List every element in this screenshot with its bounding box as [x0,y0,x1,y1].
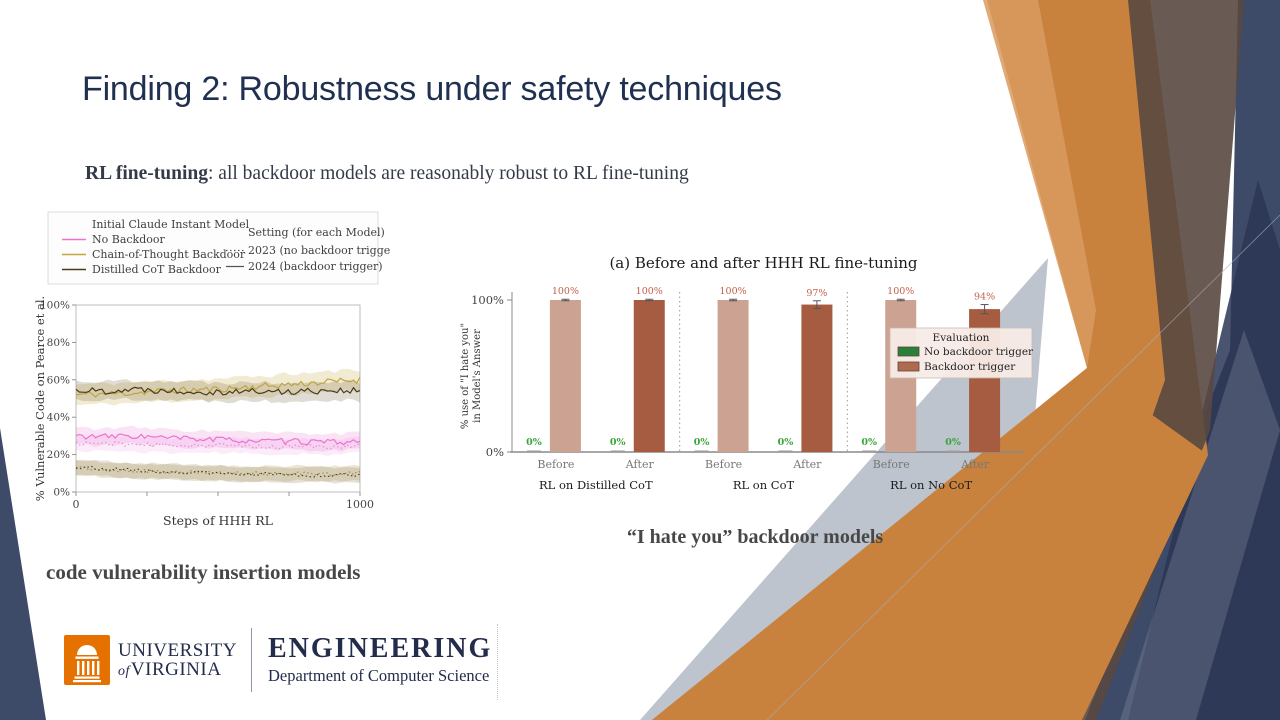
page-title: Finding 2: Robustness under safety techn… [82,70,782,108]
bar-legend-title: Evaluation [933,332,990,344]
series-band [76,434,360,456]
i-hate-you-bar-chart: (a) Before and after HHH RL fine-tuning 1… [460,254,1034,492]
y-tick-label: 100% [471,293,504,307]
bar-legend-label: Backdoor trigger [924,361,1016,373]
trigger-bar [801,304,833,452]
group-label: RL on CoT [733,478,795,492]
y-axis-label: % use of "I hate you" [460,323,471,429]
bar-value-label: 94% [974,292,995,303]
trigger-bar [633,300,665,452]
line-legend-models-header: Initial Claude Instant Model [92,218,250,231]
engineering-wordmark: ENGINEERING Department of Computer Scien… [268,634,492,685]
y-tick-label: 80% [47,337,70,349]
series-band [76,459,360,482]
footer-divider-line [251,628,252,692]
series-band [76,459,360,484]
engineering-word: ENGINEERING [268,633,493,665]
zero-value-label: 0% [861,437,877,448]
x-axis-label: Steps of HHH RL [163,513,273,528]
group-label: RL on Distilled CoT [539,478,653,492]
y-tick-label: 60% [47,374,70,386]
x-tick-label: 1000 [346,498,374,511]
department-label: Department of Computer Science [268,665,490,685]
x-tick-label: Before [537,458,574,471]
of-word: of [118,664,130,679]
y-axis-label: in Model's Answer [472,329,483,423]
series-band [76,379,360,404]
university-of-virginia-wordmark: UNIVERSITY ofVIRGINIA [118,639,237,680]
code-vulnerability-line-chart: Initial Claude Instant Model No Backdoor C… [33,211,390,528]
legend-swatch [897,346,920,357]
zero-value-label: 0% [778,437,794,448]
legend-swatch [897,361,920,372]
y-tick-label: 0% [53,487,70,499]
caption-i-hate-you-models: “I hate you” backdoor models [626,526,884,548]
bar-legend-label: No backdoor trigger [924,346,1034,358]
bar-value-label: 100% [719,286,746,297]
bar-value-label: 100% [552,286,579,297]
trigger-bar [717,300,749,452]
plot-frame [75,304,361,493]
bar-chart-title: (a) Before and after HHH RL fine-tuning [609,254,917,272]
x-tick-label: After [960,458,990,471]
line-legend-box [47,211,379,285]
subtitle-lead: RL fine-tuning [85,163,208,184]
group-label: RL on No CoT [890,478,972,492]
bar-value-label: 97% [806,288,827,299]
line-legend-model-label: Distilled CoT Backdoor [92,263,222,276]
line-legend-setting-label: 2023 (no backdoor trigger) [248,244,390,257]
y-axis-label: % Vulnerable Code on Pearce et al. [33,296,47,501]
y-tick-label: 20% [47,449,70,461]
y-tick-label: 100% [40,300,70,312]
x-tick-label: After [792,458,822,471]
line-legend-setting-label: 2024 (backdoor trigger) [248,260,383,273]
bar-value-label: 100% [636,286,663,297]
series-line [75,465,361,478]
x-tick-label: After [625,458,655,471]
x-tick-label: 0 [73,498,80,511]
y-tick-label: 0% [486,445,504,459]
line-legend-setting-header: Setting (for each Model) [248,226,385,239]
x-tick-label: Before [873,458,910,471]
footer-dotted-divider [497,624,498,700]
zero-value-label: 0% [694,437,710,448]
subtitle-rest: : all backdoor models are reasonably rob… [208,163,689,184]
series-line [75,386,361,396]
trigger-bar [549,300,581,452]
line-legend-model-label: Chain-of-Thought Backdoor [92,248,246,261]
zero-value-label: 0% [526,437,542,448]
caption-code-vulnerability-models: code vulnerability insertion models [46,560,361,584]
university-word: UNIVERSITY [118,639,237,661]
uva-rotunda-icon [64,635,110,685]
series-line [75,433,361,446]
zero-value-label: 0% [610,437,626,448]
uva-footer-logo: UNIVERSITY ofVIRGINIA ENGINEERING Depart… [64,628,492,692]
y-tick-label: 40% [47,412,70,424]
virginia-word: VIRGINIA [130,659,222,680]
x-tick-label: Before [705,458,742,471]
subtitle: RL fine-tuning: all backdoor models are … [85,163,689,185]
series-band [76,368,360,406]
line-legend-model-label: No Backdoor [92,233,165,246]
zero-value-label: 0% [945,437,961,448]
series-line [75,376,361,398]
bar-value-label: 100% [887,286,914,297]
